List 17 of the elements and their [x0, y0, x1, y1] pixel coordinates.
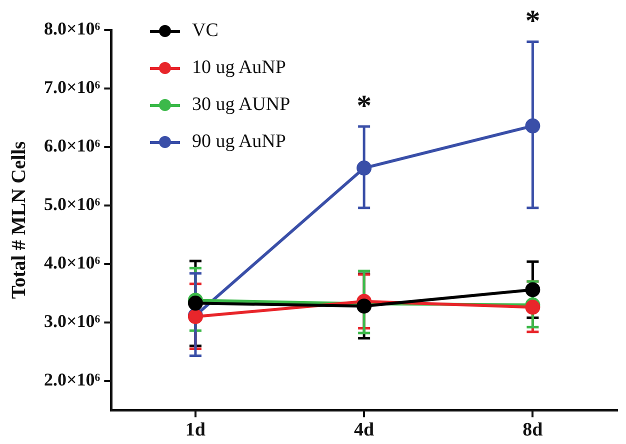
x-tick-label: 4d	[354, 420, 375, 441]
legend-label: 30 ug AUNP	[192, 94, 290, 116]
y-tick-label: 5.0×10⁶	[44, 194, 101, 214]
annotation: *	[356, 89, 372, 122]
annotation: *	[525, 4, 540, 38]
legend-label: VC	[192, 20, 218, 42]
legend-label: 90 ug AuNP	[192, 130, 286, 152]
y-axis-title: Total # MLN Cells	[8, 141, 30, 299]
y-tick-label: 6.0×10⁶	[44, 136, 101, 156]
x-tick-label: 1d	[185, 420, 206, 441]
y-tick-label: 3.0×10⁶	[44, 311, 101, 332]
x-tick-label: 8d	[522, 420, 544, 441]
y-tick-label: 7.0×10⁶	[44, 77, 101, 98]
legend-label: 10 ug AuNP	[192, 56, 286, 78]
y-tick-label: 2.0×10⁶	[44, 370, 101, 390]
y-tick-label: 4.0×10⁶	[44, 252, 101, 273]
y-tick-label: 8.0×10⁶	[44, 18, 101, 39]
